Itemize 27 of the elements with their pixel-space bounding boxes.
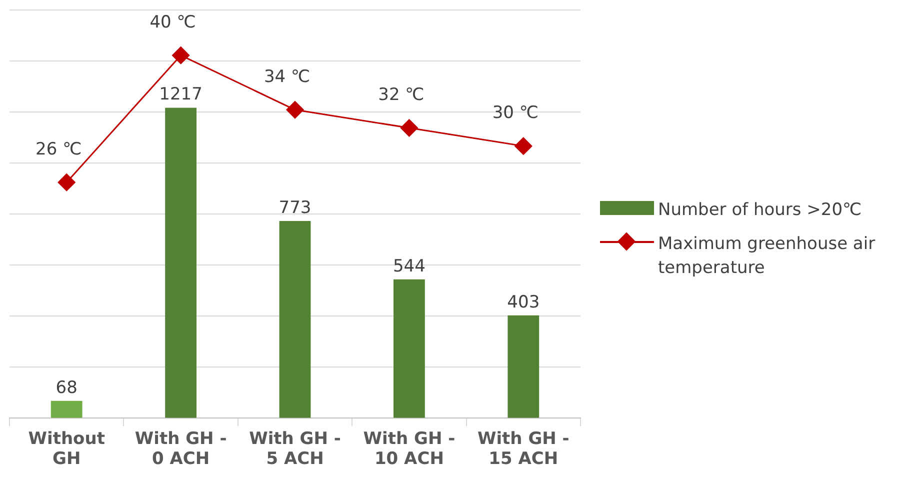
legend-label: Maximum greenhouse air temperature: [658, 232, 876, 280]
data-label: 26 ℃: [36, 139, 82, 160]
x-tick-label: With GH - 5 ACH: [249, 428, 341, 470]
bar: [508, 315, 540, 418]
data-label: 32 ℃: [378, 84, 424, 105]
x-tick-label: With GH - 0 ACH: [134, 428, 227, 470]
x-tick-label: With GH - 10 ACH: [363, 428, 456, 470]
x-tick-label: With GH - 15 ACH: [477, 428, 570, 470]
point: [514, 137, 532, 155]
data-label: 68: [56, 378, 78, 398]
data-label: 773: [278, 198, 312, 218]
x-tick-label: Without GH: [28, 428, 105, 470]
bar: [279, 220, 311, 418]
data-label: 1217: [159, 84, 202, 105]
point: [58, 174, 76, 192]
bar: [165, 108, 197, 418]
data-label: 544: [392, 256, 426, 276]
point: [400, 119, 418, 137]
point: [286, 101, 304, 119]
data-label: 40 ℃: [150, 12, 196, 32]
point: [172, 46, 190, 64]
bar: [394, 279, 425, 418]
bar: [50, 400, 82, 418]
data-label: 34 ℃: [264, 66, 310, 87]
legend-label: Number of hours >20℃: [658, 198, 862, 222]
data-label: 30 ℃: [492, 103, 538, 124]
data-label: 403: [507, 292, 540, 312]
